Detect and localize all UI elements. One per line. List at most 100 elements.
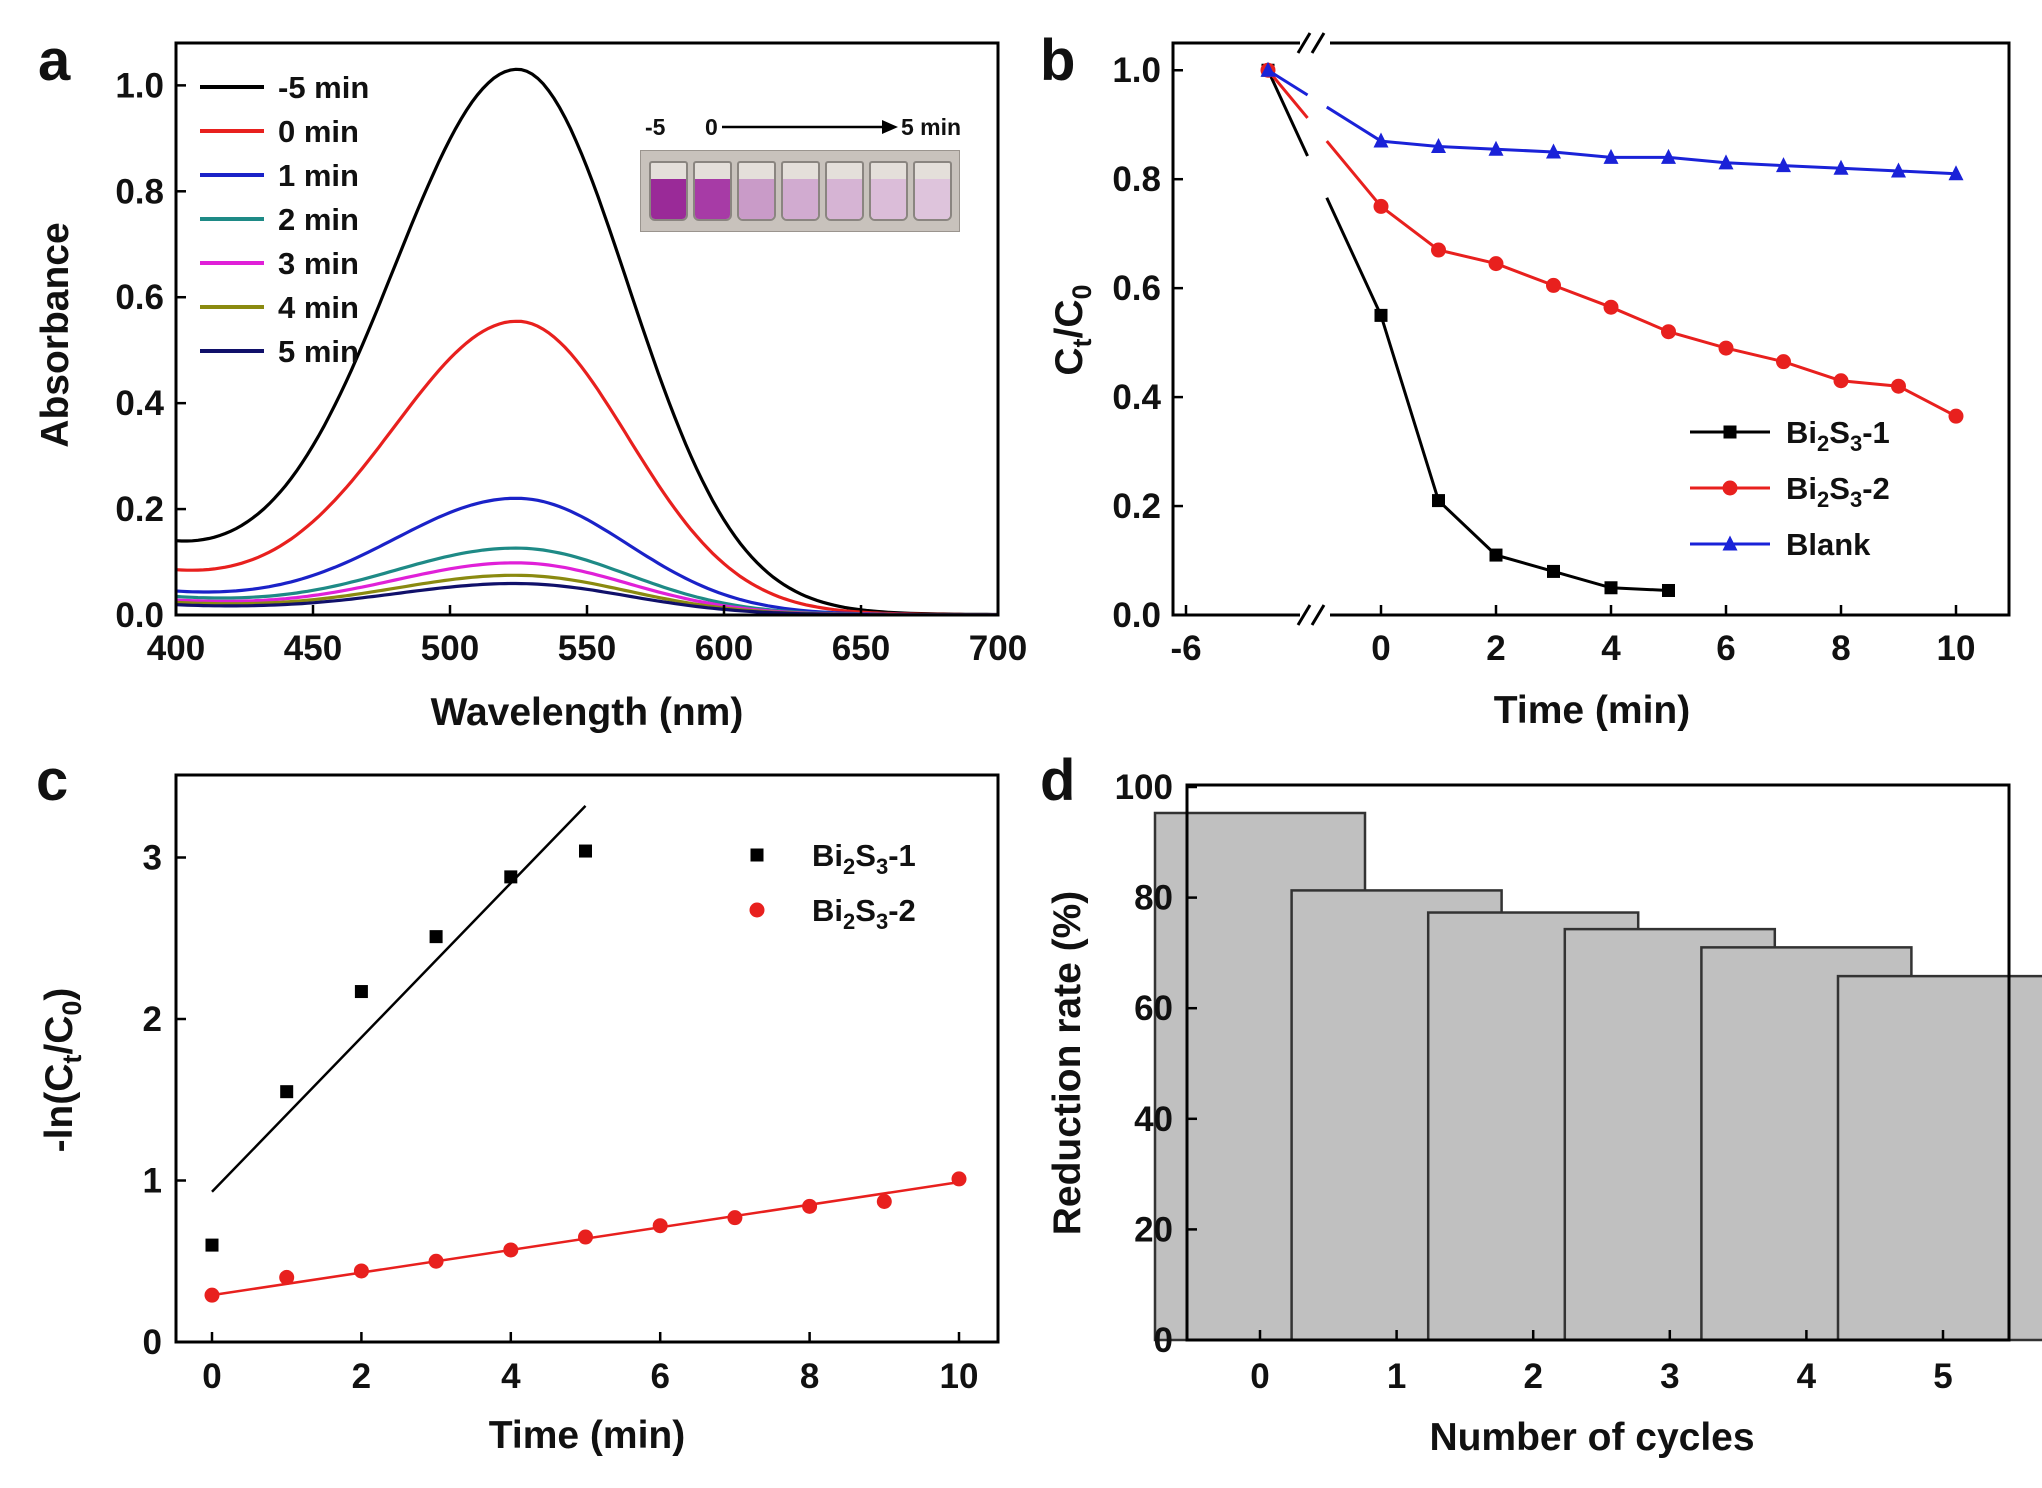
inset-vial bbox=[869, 161, 908, 221]
legend-label-0min: 0 min bbox=[278, 114, 359, 149]
point-Blank-6 bbox=[1718, 154, 1734, 170]
point-Bi2S31-1 bbox=[1432, 494, 1445, 508]
y-tick-label-40: 40 bbox=[1134, 1100, 1173, 1139]
point-Bi2S32-5 bbox=[1661, 324, 1676, 340]
panel-d-y-ticks: 0 20 40 60 80 100 bbox=[1115, 768, 1197, 1360]
legend-label-blank: Blank bbox=[1786, 527, 1871, 562]
y-tick-label-80: 80 bbox=[1134, 879, 1173, 918]
point-Bi2S31-5 bbox=[579, 844, 592, 858]
y-tick-label-1: 1 bbox=[143, 1162, 162, 1201]
x-tick-label-550: 550 bbox=[558, 629, 616, 668]
point-Bi2S32-8 bbox=[802, 1198, 818, 1214]
point-Bi2S32-7 bbox=[727, 1210, 743, 1226]
point-Bi2S31-2 bbox=[354, 985, 368, 999]
panel-b-axis-break-bottom bbox=[1296, 604, 1330, 626]
panel-c-x-ticks: 0 2 4 6 8 10 bbox=[202, 1332, 978, 1396]
legend-label-2min: 2 min bbox=[278, 202, 359, 237]
y-tick-label-0: 0 bbox=[143, 1323, 162, 1362]
x-tick-label-2: 2 bbox=[1486, 629, 1505, 668]
y-tick-label-0.2: 0.2 bbox=[115, 490, 164, 529]
y-tick-label-0.0: 0.0 bbox=[1112, 596, 1161, 635]
series-Bi2S32-break-seg-b bbox=[1325, 140, 1383, 208]
inset-vial bbox=[825, 161, 864, 221]
x-tick-label-700: 700 bbox=[969, 629, 1027, 668]
panel-b-y-label: Ct/C0 bbox=[1048, 284, 1097, 375]
inset-vial bbox=[649, 161, 688, 221]
point-Bi2S32-10 bbox=[1948, 408, 1964, 424]
panel-d: d 0 1 2 3 4 5 0 20 40 60 80 100 Number of cycles R… bbox=[1040, 748, 2042, 1459]
x-tick-label-500: 500 bbox=[421, 629, 479, 668]
legend-label-s1: Bi2S3-1 bbox=[812, 838, 916, 879]
panel-b: b -6 0 2 4 6 8 10 0.0 0.2 0.4 0.6 0.8 1.0 Time (min… bbox=[1040, 28, 2011, 732]
panel-d-y-label: Reduction rate (%) bbox=[1046, 891, 1089, 1236]
series-Bi2S31-line bbox=[1379, 314, 1669, 592]
x-tick-label-2: 2 bbox=[352, 1357, 371, 1396]
y-tick-label-3: 3 bbox=[143, 839, 162, 878]
legend-marker-s2 bbox=[749, 902, 765, 918]
x-tick-label-600: 600 bbox=[695, 629, 753, 668]
legend-label--5min: -5 min bbox=[278, 70, 369, 105]
y-tick-label-20: 20 bbox=[1134, 1210, 1173, 1249]
panel-a: a 400 450 500 550 600 650 700 0.0 0.2 0.4 0.6 0.8 1… bbox=[34, 28, 1027, 734]
x-tick-label-4: 4 bbox=[1797, 1357, 1817, 1396]
x-tick-label-10: 10 bbox=[1937, 629, 1976, 668]
x-tick-label-10: 10 bbox=[940, 1357, 979, 1396]
panel-a-legend: -5 min 0 min 1 min 2 min 3 min 4 min 5 min bbox=[200, 70, 369, 369]
x-tick-label-2: 2 bbox=[1523, 1357, 1542, 1396]
panel-c-series bbox=[204, 804, 967, 1303]
panel-d-frame bbox=[1185, 783, 2011, 1342]
point-Bi2S32-5 bbox=[578, 1229, 593, 1245]
panel-c-y-ticks: 0 1 2 3 bbox=[143, 839, 186, 1362]
x-tick-label-6: 6 bbox=[650, 1357, 669, 1396]
point-Bi2S32-3 bbox=[1546, 277, 1561, 293]
inset-vial bbox=[693, 161, 732, 221]
x-tick-label-4: 4 bbox=[501, 1357, 521, 1396]
legend-marker-s1 bbox=[1723, 425, 1737, 439]
series-Bi2S32-line bbox=[1380, 205, 1957, 418]
series-Blank-break-seg-b bbox=[1325, 105, 1382, 143]
panel-c-frame bbox=[174, 773, 1000, 1344]
legend-label-1min: 1 min bbox=[278, 158, 359, 193]
panel-d-label: d bbox=[1040, 748, 1075, 813]
y-tick-label-0.6: 0.6 bbox=[115, 278, 164, 317]
point-Bi2S32-2 bbox=[353, 1263, 369, 1279]
panel-a-x-ticks: 400 450 500 550 600 650 700 bbox=[147, 605, 1027, 668]
point-Bi2S32-4 bbox=[1603, 299, 1619, 315]
y-tick-label-1.0: 1.0 bbox=[115, 66, 164, 105]
inset-vial bbox=[913, 161, 952, 221]
x-tick-label--6: -6 bbox=[1170, 629, 1201, 668]
inset-end-label: 5 min bbox=[901, 114, 961, 140]
x-tick-label-0: 0 bbox=[202, 1357, 221, 1396]
point-Bi2S32-9 bbox=[876, 1193, 892, 1209]
inset-vial-liquid bbox=[827, 179, 862, 219]
inset-vial-liquid bbox=[871, 179, 906, 219]
point-Blank-5 bbox=[1661, 148, 1676, 164]
inset-zero-label: 0 bbox=[705, 114, 718, 140]
point-Blank-7 bbox=[1776, 157, 1791, 173]
legend-label-s2: Bi2S3-2 bbox=[1786, 471, 1890, 512]
y-tick-label-0.4: 0.4 bbox=[115, 384, 164, 423]
y-tick-label-100: 100 bbox=[1115, 768, 1173, 807]
inset-vials-photo bbox=[640, 150, 960, 232]
point-Blank-2 bbox=[1488, 140, 1504, 156]
x-tick-label-400: 400 bbox=[147, 629, 205, 668]
legend-label-4min: 4 min bbox=[278, 290, 359, 325]
legend-label-s1: Bi2S3-1 bbox=[1786, 415, 1890, 456]
point-Blank-9 bbox=[1891, 162, 1906, 178]
x-tick-label-6: 6 bbox=[1716, 629, 1735, 668]
point-Blank-0 bbox=[1373, 132, 1389, 148]
panel-c-legend: Bi2S3-1 Bi2S3-2 bbox=[749, 838, 916, 934]
point-Bi2S31-0 bbox=[205, 1238, 219, 1252]
point-Blank-1 bbox=[1431, 138, 1446, 154]
panel-a-y-ticks: 0.0 0.2 0.4 0.6 0.8 1.0 bbox=[115, 66, 186, 635]
y-tick-label-1.0: 1.0 bbox=[1112, 51, 1161, 90]
legend-marker-blank bbox=[1722, 535, 1738, 551]
inset-vial-liquid bbox=[695, 179, 730, 219]
point-Bi2S32-9 bbox=[1891, 378, 1906, 394]
panel-b-x-ticks: -6 0 2 4 6 8 10 bbox=[1170, 605, 1975, 668]
point-Bi2S32-1 bbox=[279, 1269, 295, 1285]
y-tick-label-0.4: 0.4 bbox=[1112, 378, 1161, 417]
series-Blank-break-seg-a bbox=[1267, 68, 1309, 97]
y-tick-label-0.8: 0.8 bbox=[115, 172, 164, 211]
